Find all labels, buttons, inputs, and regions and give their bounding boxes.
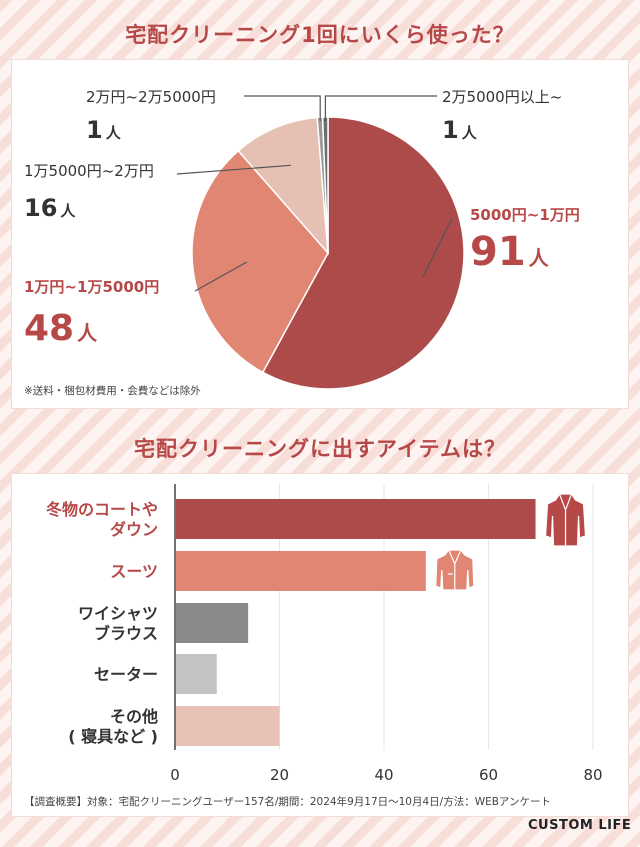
coat-icon	[544, 493, 587, 547]
pie-leader-line-2	[176, 164, 291, 175]
custom-life-logo: CUSTOM LIFE	[528, 818, 632, 833]
bar-category-label-2-1: ブラウス	[94, 624, 158, 643]
pie-slice-unit-3: 人	[106, 124, 122, 142]
bar-2	[176, 603, 249, 643]
suit-icon	[435, 549, 475, 591]
pie-chart-title: 宅配クリーニング1回にいくら使った？	[125, 23, 515, 47]
pie-slice-unit-0: 人	[529, 246, 550, 270]
bar-category-label-3-0: セーター	[94, 665, 158, 684]
pie-slice-label-4: 2万5000円以上~	[442, 88, 562, 106]
pie-slice-label-3: 2万円~2万5000円	[86, 88, 216, 106]
bar-category-label-0-0: 冬物のコートや	[46, 500, 158, 519]
pie-leader-line-4	[324, 95, 437, 121]
bar-chart: 0 20 40 60 80 冬物のコートやダウンスーツワイシャツブラウスセーターその他( …	[46, 484, 603, 784]
bar-4	[176, 706, 280, 746]
pie-footnote: ※送料・梱包材費用・会費などは除外	[24, 384, 201, 397]
bar-category-label-1-0: スーツ	[110, 562, 158, 581]
pie-slice-label-0: 5000円~1万円	[470, 206, 580, 224]
pie-chart: 5000円~1万円 91 人 1万円~1万5000円 48 人 1万5000円~2万円 16 人…	[24, 88, 580, 397]
survey-note: 【調査概要】対象：宅配クリーニングユーザー157名/期間：2024年9月17日〜…	[24, 796, 552, 808]
pie-leader-line-3	[244, 95, 321, 121]
pie-slice-unit-4: 人	[462, 124, 478, 142]
bar-category-label-4-0: その他	[110, 707, 158, 726]
bar-chart-title: 宅配クリーニングに出すアイテムは？	[134, 437, 506, 461]
pie-slice-2	[237, 116, 329, 256]
bar-category-label-2-0: ワイシャツ	[78, 604, 158, 623]
bar-0	[176, 499, 536, 539]
bar-category-label-4-1: ( 寝具など )	[68, 727, 158, 746]
pie-slice-1	[191, 149, 329, 374]
pie-slice-unit-2: 人	[60, 202, 76, 220]
pie-slice-0	[261, 116, 465, 390]
x-tick-label-0: 0	[170, 766, 180, 784]
pie-slice-label-2: 1万5000円~2万円	[24, 162, 154, 180]
bar-3	[176, 654, 217, 694]
x-tick-label-1: 20	[270, 766, 289, 784]
bar-1	[176, 551, 426, 591]
pie-slice-value-0: 91 人	[470, 229, 550, 275]
pie-slice-label-1: 1万円~1万5000円	[24, 278, 159, 296]
x-tick-label-2: 40	[374, 766, 393, 784]
x-tick-label-3: 60	[479, 766, 498, 784]
x-tick-label-4: 80	[583, 766, 602, 784]
pie-slice-value-2: 16 人	[24, 194, 76, 222]
bar-chart-panel: 0 20 40 60 80 冬物のコートや ダウンスーツワイシャツ ブラウスセーターその他( …	[12, 474, 628, 816]
pie-leader-line-0	[422, 217, 453, 278]
pie-leader-line-1	[194, 261, 248, 292]
bar-category-label-0-1: ダウン	[110, 520, 158, 539]
pie-chart-panel: 5000円~1万円 91 人 1万円~1万5000円 48 人 1万5000円~2万円 16 人…	[12, 60, 628, 408]
pie-slice-value-1: 48 人	[24, 308, 98, 349]
pie-slice-unit-1: 人	[77, 321, 98, 345]
